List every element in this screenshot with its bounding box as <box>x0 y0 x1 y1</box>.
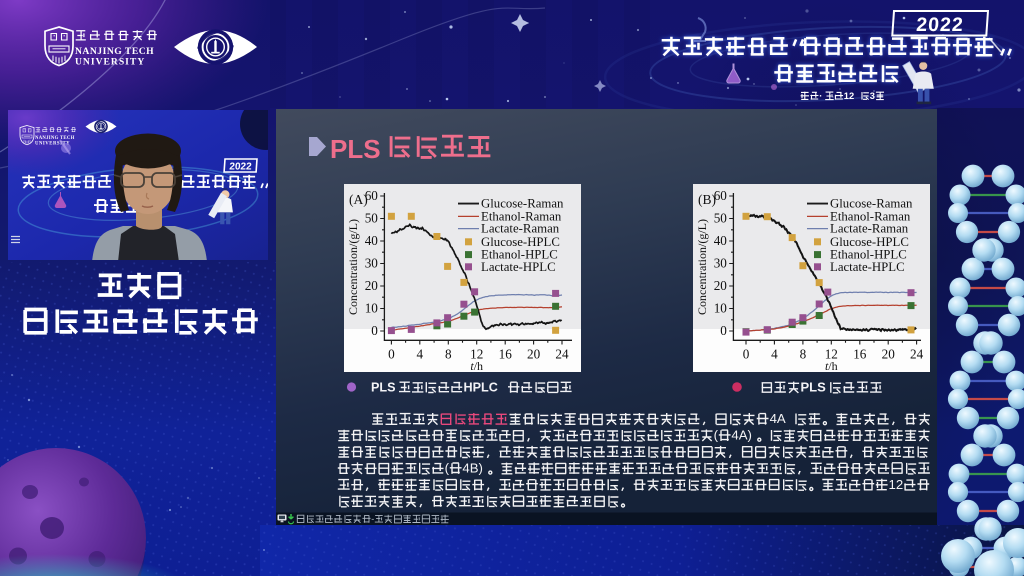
svg-text:0: 0 <box>720 323 727 338</box>
svg-text:4A): 4A) <box>731 428 752 443</box>
svg-text:Glucose-Raman: Glucose-Raman <box>830 197 913 211</box>
svg-text:10: 10 <box>365 301 379 316</box>
svg-text:20: 20 <box>365 278 379 293</box>
svg-text:0: 0 <box>743 347 750 362</box>
svg-text:12: 12 <box>844 91 854 101</box>
svg-text:12: 12 <box>825 347 838 362</box>
svg-text:PLS: PLS <box>330 134 381 164</box>
svg-text:Lactate-Raman: Lactate-Raman <box>481 222 560 236</box>
svg-text:(B): (B) <box>698 192 716 207</box>
svg-text:50: 50 <box>365 211 379 226</box>
svg-text:NANJING TECH: NANJING TECH <box>35 136 75 141</box>
svg-text:30: 30 <box>365 256 379 271</box>
svg-text:0: 0 <box>388 347 395 362</box>
svg-text:3: 3 <box>870 91 875 101</box>
svg-text:t/h: t/h <box>825 359 838 373</box>
svg-text:40: 40 <box>365 233 379 248</box>
svg-text:PLS: PLS <box>801 380 827 395</box>
svg-text:16: 16 <box>853 347 867 362</box>
svg-text:HPLC: HPLC <box>464 380 498 394</box>
svg-text:40: 40 <box>714 233 728 248</box>
svg-text:10: 10 <box>714 301 728 316</box>
svg-text:-: - <box>371 514 374 524</box>
svg-text:(: ( <box>445 461 450 476</box>
svg-text:(: ( <box>714 428 719 443</box>
svg-text:4B): 4B) <box>462 461 483 476</box>
svg-text:Lactate-HPLC: Lactate-HPLC <box>830 260 905 274</box>
svg-text:2022: 2022 <box>229 162 252 173</box>
svg-text:4A: 4A <box>770 411 786 426</box>
svg-text:60: 60 <box>365 188 379 203</box>
svg-text:8: 8 <box>445 347 452 362</box>
svg-text:PLS: PLS <box>371 380 396 394</box>
svg-text:Glucose-HPLC: Glucose-HPLC <box>481 235 560 249</box>
svg-text:NANJING TECH: NANJING TECH <box>75 46 154 57</box>
svg-text:t/h: t/h <box>470 359 483 373</box>
svg-text:4: 4 <box>417 347 424 362</box>
svg-text:Lactate-HPLC: Lactate-HPLC <box>481 260 556 274</box>
svg-text:Glucose-HPLC: Glucose-HPLC <box>830 235 909 249</box>
svg-text:8: 8 <box>800 347 807 362</box>
svg-text:50: 50 <box>714 211 728 226</box>
svg-text:12: 12 <box>889 477 904 492</box>
svg-text:Concentration/(g/L): Concentration/(g/L) <box>695 219 709 315</box>
svg-text:Ethanol-HPLC: Ethanol-HPLC <box>830 248 907 262</box>
svg-text:30: 30 <box>714 256 728 271</box>
svg-text:(A): (A) <box>349 192 368 207</box>
svg-text:UNIVERSITY: UNIVERSITY <box>75 57 145 68</box>
svg-text:60: 60 <box>714 188 728 203</box>
svg-text:20: 20 <box>714 278 728 293</box>
svg-text:20: 20 <box>527 347 541 362</box>
svg-text:4: 4 <box>771 347 778 362</box>
svg-text:16: 16 <box>499 347 513 362</box>
svg-text:20: 20 <box>882 347 896 362</box>
svg-text:Lactate-Raman: Lactate-Raman <box>830 222 909 236</box>
svg-text:Glucose-Raman: Glucose-Raman <box>481 197 564 211</box>
svg-text:2022: 2022 <box>916 14 965 36</box>
svg-text:Ethanol-HPLC: Ethanol-HPLC <box>481 248 558 262</box>
svg-text:Ethanol-Raman: Ethanol-Raman <box>830 210 911 224</box>
svg-text:UNIVERSITY: UNIVERSITY <box>35 141 70 146</box>
svg-text:12: 12 <box>470 347 483 362</box>
svg-text:·: · <box>819 91 822 101</box>
svg-text:24: 24 <box>910 347 924 362</box>
svg-text:Ethanol-Raman: Ethanol-Raman <box>481 210 562 224</box>
svg-text:0: 0 <box>371 323 378 338</box>
svg-text:Concentration/(g/L): Concentration/(g/L) <box>346 219 360 315</box>
svg-text:24: 24 <box>555 347 569 362</box>
